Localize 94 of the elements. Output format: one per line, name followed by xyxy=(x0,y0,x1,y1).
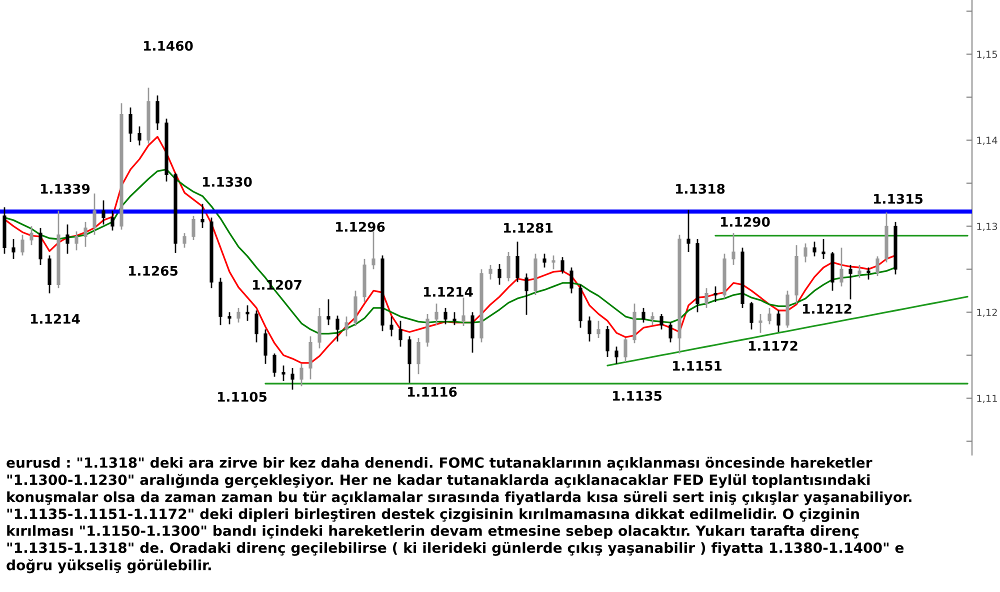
candlestick xyxy=(866,266,870,280)
annotation: 1.1116 xyxy=(408,386,457,397)
candlestick xyxy=(30,226,34,246)
candlestick xyxy=(768,307,772,325)
candlestick xyxy=(290,367,294,390)
candlestick xyxy=(300,363,304,387)
annotation: 1.1290 xyxy=(721,216,770,227)
candlestick xyxy=(444,307,448,325)
y-tick-label: 1,13 xyxy=(977,222,998,232)
candlestick xyxy=(434,302,438,326)
candlestick xyxy=(750,301,754,330)
candlestick xyxy=(138,126,142,146)
candlestick xyxy=(804,242,808,264)
candlestick xyxy=(642,307,646,324)
candlestick xyxy=(336,314,340,342)
annotation: 1.1281 xyxy=(504,222,553,233)
candlestick xyxy=(12,238,16,260)
candlestick xyxy=(588,316,592,342)
candlestick xyxy=(452,312,456,326)
candlestick xyxy=(848,264,852,300)
candlestick xyxy=(326,298,330,326)
y-tick-label: 1,15 xyxy=(977,50,997,60)
candlestick xyxy=(732,232,736,266)
candlestick xyxy=(488,264,492,280)
candlestick xyxy=(614,346,618,365)
candlestick xyxy=(506,251,510,282)
candlestick xyxy=(426,313,430,348)
candlestick xyxy=(344,316,348,337)
candlestick xyxy=(66,224,70,254)
annotation: 1.1265 xyxy=(129,266,178,276)
candlestick xyxy=(822,238,826,260)
candlestick xyxy=(624,337,628,363)
annotation: 1.1214 xyxy=(31,314,80,324)
candlestick xyxy=(776,310,780,333)
candlestick xyxy=(524,272,528,316)
candlestick xyxy=(498,263,502,286)
candlestick xyxy=(570,266,574,294)
candlestick xyxy=(390,316,394,337)
annotation: 1.1339 xyxy=(41,184,90,194)
candlestick xyxy=(858,264,862,279)
candlestick xyxy=(74,230,78,251)
candlestick xyxy=(416,337,420,375)
candlestick xyxy=(560,256,564,274)
candlestick xyxy=(470,312,474,354)
candlestick xyxy=(264,328,268,365)
candlestick xyxy=(542,253,546,268)
candlestick xyxy=(228,312,232,325)
candlestick xyxy=(650,312,654,326)
candlestick xyxy=(552,254,556,270)
candlestick xyxy=(92,192,96,236)
text: eurusd : "1.1318" deki ara zirve bir kez daha denendi. FOMC tutanaklarının açıklanması öncesinde hareketler "1.1300-1.1230" aralığında gerçekleşiyor. Her ne kadar tutanaklarda açıklanacaklar FED Eylül toplantısındaki konuşmalar olsa da zaman zaman bu tür açıklamalar sırasında fiyatlarda kısa süreli sert iniş çıkışlar yaşanabiliyor. "1.1135-1.1151-1.1172" deki dipleri birleştiren destek çizgisinin kırılmamasına dikkat edilmelidir. O çizginin kırılması "1.1150-1.1300" bandı içindeki hareketlerin devam etmesine sebep olacaktır. Yukarı tarafta direnç "1.1315-1.1318" de. Oradaki direnç geçilebilirse ( ki ilerideki günlerde çıkış yaşanabilir ) fiyatta 1.1380-1.1400" e doğru yükseliş görülebilir. xyxy=(6,456,912,574)
y-tick-label: 1,12 xyxy=(977,308,997,318)
candlestick xyxy=(686,209,690,253)
candlestick xyxy=(182,232,186,248)
candlestick xyxy=(462,296,466,327)
annotation: 1.1214 xyxy=(424,286,473,297)
candlestick xyxy=(236,307,240,324)
candlestick xyxy=(110,210,114,232)
candlestick xyxy=(246,304,250,322)
annotation: 1.1460 xyxy=(144,40,193,51)
candlestick xyxy=(102,200,106,226)
candlestick xyxy=(192,215,196,241)
candlestick xyxy=(20,234,24,256)
candlestick xyxy=(398,320,402,348)
candlestick xyxy=(758,313,762,334)
candlestick xyxy=(660,313,664,330)
candlestick xyxy=(128,106,132,143)
annotation: 1.1318 xyxy=(676,184,725,194)
annotation: 1.1135 xyxy=(613,390,662,401)
candlestick xyxy=(714,286,718,303)
candlestick xyxy=(596,320,600,339)
candlestick xyxy=(876,256,880,277)
candlestick xyxy=(272,352,276,378)
candlestick xyxy=(516,240,520,283)
candlestick xyxy=(840,247,844,288)
annotation: 1.1296 xyxy=(336,222,385,232)
annotation: 1.1105 xyxy=(218,392,267,402)
candlestick xyxy=(704,287,708,309)
annotation: 1.1212 xyxy=(803,304,852,314)
candlestick xyxy=(668,322,672,344)
candlestick xyxy=(606,325,610,358)
candlestick xyxy=(812,240,816,258)
annotation: 1.1172 xyxy=(749,340,798,351)
annotation: 1.1315 xyxy=(874,194,923,204)
candlestick xyxy=(84,221,88,248)
candlestick xyxy=(200,203,204,229)
candlestick xyxy=(282,364,286,382)
annotation: 1.1151 xyxy=(673,361,722,371)
y-tick-label: 1,14 xyxy=(977,136,998,146)
candlestick xyxy=(156,94,160,131)
candlestick xyxy=(254,310,258,344)
y-tick-label: 1,11 xyxy=(977,394,997,404)
annotation: 1.1330 xyxy=(203,176,252,187)
candlestick xyxy=(372,230,376,270)
